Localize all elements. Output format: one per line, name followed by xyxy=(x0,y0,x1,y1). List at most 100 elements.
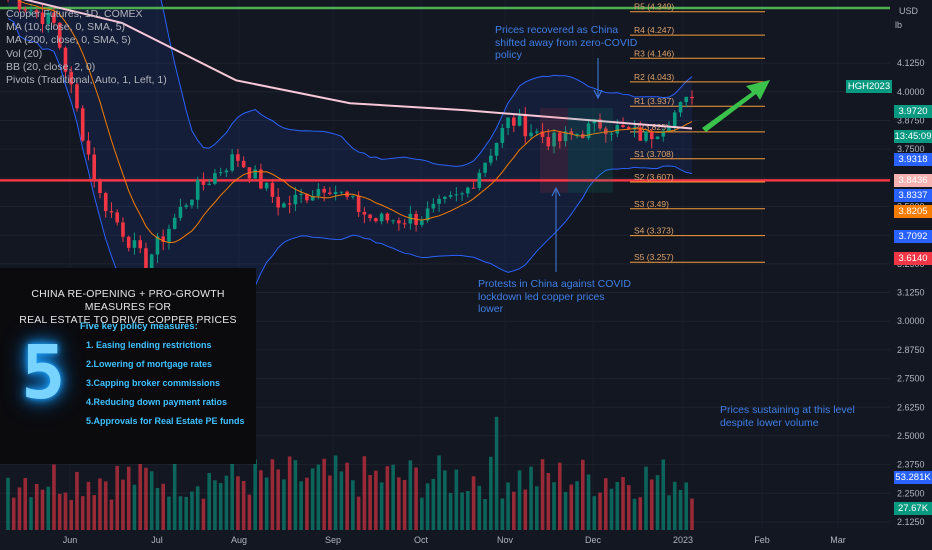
volume-bar xyxy=(322,458,326,530)
volume-bar xyxy=(466,490,470,530)
volume-bar xyxy=(328,475,332,530)
annotation-top-line2: shifted away from zero-COVID xyxy=(495,36,638,49)
volume-bar xyxy=(379,482,384,530)
volume-bar xyxy=(523,489,528,530)
volume-bar xyxy=(506,482,510,530)
chart-legend: Copper Futures, 1D, COMEX MA (10, close,… xyxy=(6,8,167,87)
volume-bar xyxy=(316,464,321,530)
legend-pivots[interactable]: Pivots (Traditional, Auto, 1, Left, 1) xyxy=(6,74,167,87)
candle-body xyxy=(213,173,217,184)
volume-bar xyxy=(667,495,671,530)
volume-bar xyxy=(190,491,194,530)
volume-bar xyxy=(569,484,574,530)
legend-ma10[interactable]: MA (10, close, 0, SMA, 5) xyxy=(6,21,126,34)
volume-bar xyxy=(241,481,246,530)
candle-body xyxy=(621,125,625,127)
price-tag: HGH2023 xyxy=(846,80,892,94)
time-tick-label: Aug xyxy=(231,535,247,545)
volume-bar xyxy=(443,470,447,530)
volume-bar xyxy=(345,462,349,530)
candle-body xyxy=(167,228,171,242)
candle-body xyxy=(540,131,545,137)
volume-bar xyxy=(626,485,631,530)
pivot-label: S1 (3.708) xyxy=(634,149,674,159)
candle-body xyxy=(557,132,562,142)
volume-bar xyxy=(230,459,234,530)
candle-body xyxy=(328,192,332,195)
candle-body xyxy=(494,142,499,156)
annotation-top-line1: Prices recovered as China xyxy=(495,24,619,36)
price-tick-label: 2.7500 xyxy=(897,374,925,384)
volume-bar xyxy=(253,459,257,530)
candle-body xyxy=(178,206,183,218)
candle-body xyxy=(667,126,671,131)
volume-bar xyxy=(460,492,464,530)
candle-body xyxy=(155,236,160,255)
ma10-line xyxy=(17,0,693,244)
legend-bb[interactable]: BB (20, close, 2, 0) xyxy=(6,60,96,73)
time-tick-label: Mar xyxy=(830,535,846,545)
price-tag: 3.6140 xyxy=(894,252,932,266)
candle-body xyxy=(546,136,551,147)
candle-body xyxy=(63,47,68,72)
volume-bar xyxy=(121,479,125,530)
candle-body xyxy=(512,117,516,126)
moving-averages xyxy=(17,0,693,244)
volume-bar xyxy=(471,476,476,530)
pivot-label: R3 (4.146) xyxy=(634,48,674,58)
candle-body xyxy=(684,96,689,103)
candle-body xyxy=(535,131,539,133)
horizontal-levels xyxy=(0,6,890,182)
candle-body xyxy=(563,131,568,142)
candle-body xyxy=(615,125,620,134)
time-tick-label: Dec xyxy=(585,535,602,545)
pivot-label: R2 (4.043) xyxy=(634,72,674,82)
time-tick-label: Jun xyxy=(63,535,78,545)
candle-body xyxy=(126,236,131,248)
legend-volume[interactable]: Vol (20) xyxy=(6,47,43,60)
currency-label[interactable]: USD xyxy=(898,6,918,16)
volume-bar xyxy=(563,491,568,530)
price-tick-label: 4.0000 xyxy=(897,87,925,97)
price-tag: 3.8205 xyxy=(894,204,932,218)
volume-bar xyxy=(40,489,45,530)
volume-bar xyxy=(172,460,177,530)
legend-ma200[interactable]: MA (200, close, 0, SMA, 5) xyxy=(6,34,131,47)
volume-bar xyxy=(356,496,361,530)
price-tag: 3.8337 xyxy=(894,188,932,202)
volume-bar xyxy=(431,478,436,530)
candle-body xyxy=(98,181,102,194)
candle-body xyxy=(448,195,453,197)
candle-body xyxy=(690,96,694,99)
volume-bar xyxy=(603,478,608,530)
price-tick-label: 3.1250 xyxy=(897,288,925,298)
volume-bar xyxy=(178,496,183,530)
volume-bar xyxy=(57,493,62,530)
annotation-top-line3: policy xyxy=(495,49,522,61)
volume-bar xyxy=(414,467,418,530)
legend-title[interactable]: Copper Futures, 1D, COMEX xyxy=(6,8,143,20)
candle-body xyxy=(282,203,286,208)
volume-bar xyxy=(529,466,533,530)
candle-body xyxy=(299,193,303,195)
volume-bar xyxy=(489,456,493,530)
volume-bar xyxy=(299,481,303,530)
unit-label[interactable]: lb xyxy=(894,20,902,30)
time-tick-label: Nov xyxy=(497,535,514,545)
volume-bar xyxy=(149,471,154,530)
volume-bar xyxy=(103,481,108,530)
annotation-top: Prices recovered as China shifted away f… xyxy=(495,24,637,62)
volume-bar xyxy=(615,481,620,530)
price-tick-label: 4.1250 xyxy=(897,58,925,68)
candle-body xyxy=(201,179,206,185)
candle-body xyxy=(80,108,85,141)
volume-bar xyxy=(69,499,74,530)
candle-body xyxy=(552,132,556,147)
annotation-bottom-line1: Protests in China against COVID xyxy=(478,278,631,290)
volume-bar xyxy=(638,497,643,530)
volume-bar xyxy=(557,462,562,530)
candle-body xyxy=(241,160,246,168)
volume-bar xyxy=(362,456,367,530)
candle-body xyxy=(356,195,361,213)
candle-body xyxy=(172,217,177,229)
